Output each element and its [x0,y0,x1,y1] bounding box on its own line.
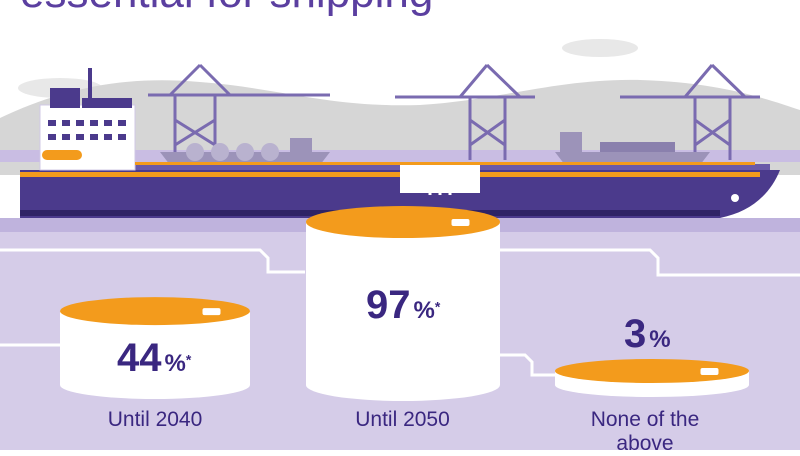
tank-chart [60,206,749,401]
page-title: essential for shipping [20,0,433,18]
value-label-2040: 44 %* [117,336,191,381]
tank-body [306,222,500,401]
tank-hatch [202,308,221,316]
tank-hatch [451,219,470,227]
lng-tanker [160,138,330,165]
crane-2 [395,63,535,160]
percent-sign: % [413,297,435,324]
category-label-2050: Until 2050 [355,408,450,431]
tank-top [306,206,500,239]
container-ship [555,132,710,165]
pipe-manifold [400,165,480,193]
value-number: 3 [624,312,647,356]
anchor-icon [731,194,739,202]
value-number: 97 [366,283,411,327]
percent-sign: % [649,326,671,353]
ship-hull [20,170,780,218]
hull-stripe [20,172,760,177]
value-label-2050: 97 %* [366,283,440,328]
tank-2040 [60,297,250,399]
footnote-mark: * [434,298,441,315]
percent-sign: % [164,350,186,377]
lifeboat [42,150,82,160]
mast [88,68,92,103]
tank-none [555,359,749,397]
category-label-none: None of the above [590,408,700,455]
value-label-none: 3% [624,312,671,357]
category-label-2040: Until 2040 [107,408,203,431]
tank-body [60,311,250,399]
value-number: 44 [117,336,162,380]
crane-3 [620,63,760,160]
footnote-mark: * [185,351,192,368]
tank-top [60,297,250,326]
tank-hatch [700,368,719,375]
tank-top [555,359,749,383]
tank-2050 [306,206,500,401]
